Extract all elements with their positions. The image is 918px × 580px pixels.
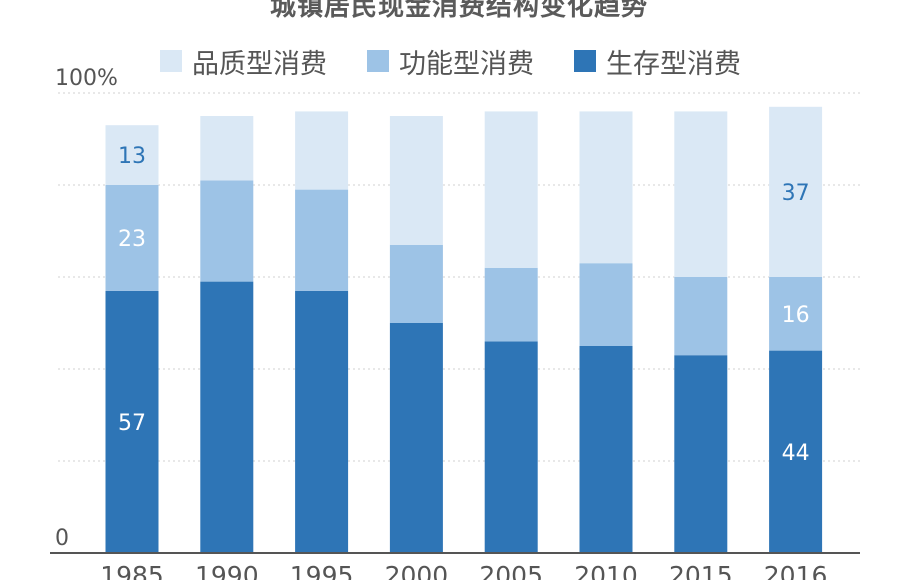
- bar-segment: [295, 189, 349, 291]
- bar-segment: [769, 106, 823, 277]
- legend-item-quality: 品质型消费: [160, 42, 327, 81]
- x-tick-label: 2015: [669, 561, 733, 580]
- bar-segment: [674, 111, 728, 278]
- bar-segment: [674, 277, 728, 356]
- data-label: 44: [782, 441, 810, 466]
- legend-label-functional: 功能型消费: [399, 48, 534, 80]
- bar-segment: [389, 244, 443, 323]
- legend-label-quality: 品质型消费: [192, 48, 327, 80]
- bar-segment: [484, 341, 538, 553]
- x-tick-label: 2010: [574, 561, 638, 580]
- bar-segment: [579, 111, 633, 264]
- bar-segment: [295, 290, 349, 553]
- bar-segment: [674, 355, 728, 553]
- bar-segment: [200, 180, 254, 282]
- x-tick-label: 2016: [764, 561, 828, 580]
- bar-segment: [484, 111, 538, 268]
- data-label: 23: [118, 227, 146, 252]
- bar-segment: [105, 290, 159, 553]
- data-label: 57: [118, 411, 146, 436]
- legend-label-survival: 生存型消费: [606, 48, 741, 80]
- legend-swatch-quality: [160, 50, 182, 72]
- legend-swatch-survival: [574, 50, 596, 72]
- x-tick-label: 1985: [100, 561, 164, 580]
- bar-segment: [105, 185, 159, 291]
- legend-item-survival: 生存型消费: [574, 42, 741, 81]
- legend-item-functional: 功能型消费: [367, 42, 534, 81]
- bar-segment: [769, 277, 823, 351]
- chart-title: 城镇居民现金消费结构变化趋势: [269, 0, 648, 22]
- bar-segment: [295, 111, 349, 190]
- bar-segment: [389, 323, 443, 553]
- bar-segment: [579, 346, 633, 553]
- x-tick-label: 2005: [479, 561, 543, 580]
- bar-segment: [389, 116, 443, 245]
- data-label: 37: [782, 181, 810, 206]
- bar-segment: [484, 267, 538, 342]
- bar-segment: [200, 281, 254, 553]
- bar-segment: [769, 350, 823, 553]
- x-tick-label: 1990: [195, 561, 259, 580]
- bar-segment: [105, 125, 159, 185]
- y-tick-label-bottom: 0: [55, 526, 69, 551]
- data-label: 16: [782, 303, 810, 328]
- legend-swatch-functional: [367, 50, 389, 72]
- x-tick-label: 2000: [385, 561, 449, 580]
- legend: 品质型消费 功能型消费 生存型消费: [160, 42, 781, 80]
- data-label: 13: [118, 144, 146, 169]
- x-tick-label: 1995: [290, 561, 354, 580]
- bar-segment: [200, 116, 254, 181]
- y-tick-label-top: 100%: [55, 66, 118, 91]
- bar-segment: [579, 263, 633, 346]
